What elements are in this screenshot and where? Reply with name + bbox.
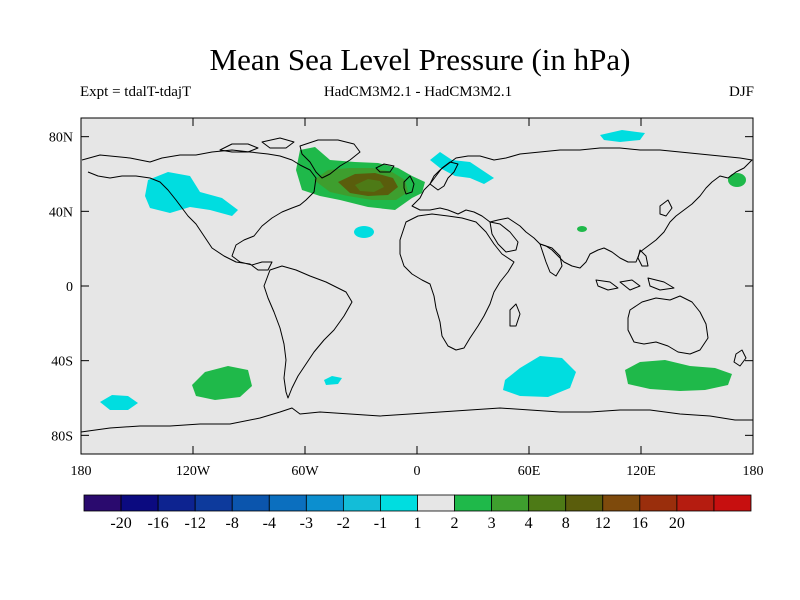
- colorbar-swatch: [454, 494, 493, 512]
- coast-africa: [399, 213, 515, 351]
- x-tick-label: 60W: [291, 464, 319, 479]
- colorbar-swatch: [713, 494, 752, 512]
- y-tick-label: 0: [66, 280, 73, 295]
- y-axis: 80N 40N 0 40S 80S: [49, 131, 753, 444]
- anomaly-europe: [430, 152, 494, 184]
- coast-eurasia: [411, 147, 753, 269]
- coast-philippines: [637, 249, 649, 267]
- colorbar-label: -8: [226, 515, 239, 532]
- anomaly-layer: [100, 130, 746, 410]
- x-tick-label: 180: [743, 464, 764, 479]
- colorbar-swatch: [639, 494, 678, 512]
- colorbar-swatch: [305, 494, 344, 512]
- colorbar-label: -3: [300, 515, 313, 532]
- anomaly-east-siberia: [728, 173, 746, 187]
- coast-uk: [403, 175, 415, 195]
- colorbar-label: 1: [414, 515, 422, 532]
- map-background: [81, 118, 753, 454]
- colorbar-swatch: [231, 494, 270, 512]
- coast-antarctica: [80, 407, 753, 433]
- colorbar-swatch: [528, 494, 567, 512]
- colorbar-swatch: [380, 494, 418, 512]
- coast-north-america: [81, 149, 317, 271]
- colorbar-label: -2: [337, 515, 350, 532]
- colorbar-swatch: [491, 494, 530, 512]
- x-tick-label: 60E: [518, 464, 541, 479]
- coast-japan: [659, 199, 673, 217]
- colorbar-swatch: [602, 494, 641, 512]
- x-axis: 180 120W 60W 0 60E 120E 180: [71, 118, 764, 479]
- anomaly-south-indian: [503, 356, 576, 397]
- anomaly-southeast-pacific: [100, 395, 138, 410]
- x-tick-label: 180: [71, 464, 92, 479]
- anomaly-atlantic-small: [354, 226, 374, 238]
- coast-arabia: [489, 221, 519, 253]
- colorbar-swatch: [157, 494, 196, 512]
- colorbar-swatch: [565, 494, 604, 512]
- coast-arctic-islands: [219, 143, 259, 153]
- y-tick-label: 40S: [51, 355, 73, 370]
- coast-new-zealand: [733, 349, 747, 367]
- season-label: DJF: [728, 84, 754, 100]
- y-tick-label: 80N: [49, 131, 73, 146]
- colorbar-swatch: [342, 494, 381, 512]
- colorbar-label: -20: [110, 515, 131, 532]
- colorbar-label: 20: [669, 515, 685, 532]
- colorbar-swatch: [676, 494, 715, 512]
- coast-arctic-islands-2: [261, 137, 295, 149]
- colorbar-label: 4: [525, 515, 533, 532]
- colorbar-swatch: [268, 494, 307, 512]
- colorbar-swatch: [120, 494, 159, 512]
- map-title: Mean Sea Level Pressure (in hPa): [209, 42, 631, 77]
- coast-iceland: [375, 163, 395, 173]
- model-label: HadCM3M2.1 - HadCM3M2.1: [323, 84, 513, 100]
- colorbar-label: 8: [562, 515, 570, 532]
- anomaly-south-pacific: [192, 366, 252, 400]
- coast-indonesia-3: [647, 277, 675, 291]
- coast-india: [539, 243, 563, 277]
- coast-indonesia-2: [619, 279, 641, 291]
- colorbar-label: -4: [263, 515, 276, 532]
- y-tick-label: 80S: [51, 429, 73, 444]
- anomaly-north-pacific: [145, 172, 238, 216]
- colorbar-label: -12: [185, 515, 206, 532]
- colorbar-label: -16: [147, 515, 168, 532]
- colorbar: -20 -16 -12 -8 -4 -3 -2 -1 1 2 3 4 8 12 16 20: [83, 494, 752, 532]
- colorbar-label: -1: [374, 515, 387, 532]
- colorbar-swatch: [194, 494, 233, 512]
- coastline-layer: [80, 137, 753, 433]
- coast-australia: [627, 295, 709, 355]
- anomaly-asia-spot: [577, 226, 587, 232]
- coast-madagascar: [509, 303, 521, 327]
- anomaly-south-atlantic: [324, 376, 342, 385]
- coast-south-america: [263, 265, 353, 399]
- colorbar-label: 12: [595, 515, 611, 532]
- anomaly-north-atlantic-center: [355, 179, 384, 192]
- colorbar-label: 2: [451, 515, 459, 532]
- experiment-label: Expt = tdalT-tdajT: [80, 84, 192, 100]
- coast-indonesia-1: [595, 279, 619, 291]
- y-tick-label: 40N: [49, 205, 73, 220]
- coast-greenland: [299, 139, 361, 179]
- colorbar-swatch: [417, 494, 455, 512]
- colorbar-label: 3: [488, 515, 496, 532]
- coast-scandinavia: [429, 161, 459, 191]
- anomaly-arctic: [600, 130, 645, 142]
- x-tick-label: 0: [414, 464, 421, 479]
- anomaly-southern-australia: [625, 360, 732, 391]
- x-tick-label: 120E: [626, 464, 656, 479]
- colorbar-label: 16: [632, 515, 648, 532]
- colorbar-swatch: [83, 494, 122, 512]
- x-tick-label: 120W: [176, 464, 211, 479]
